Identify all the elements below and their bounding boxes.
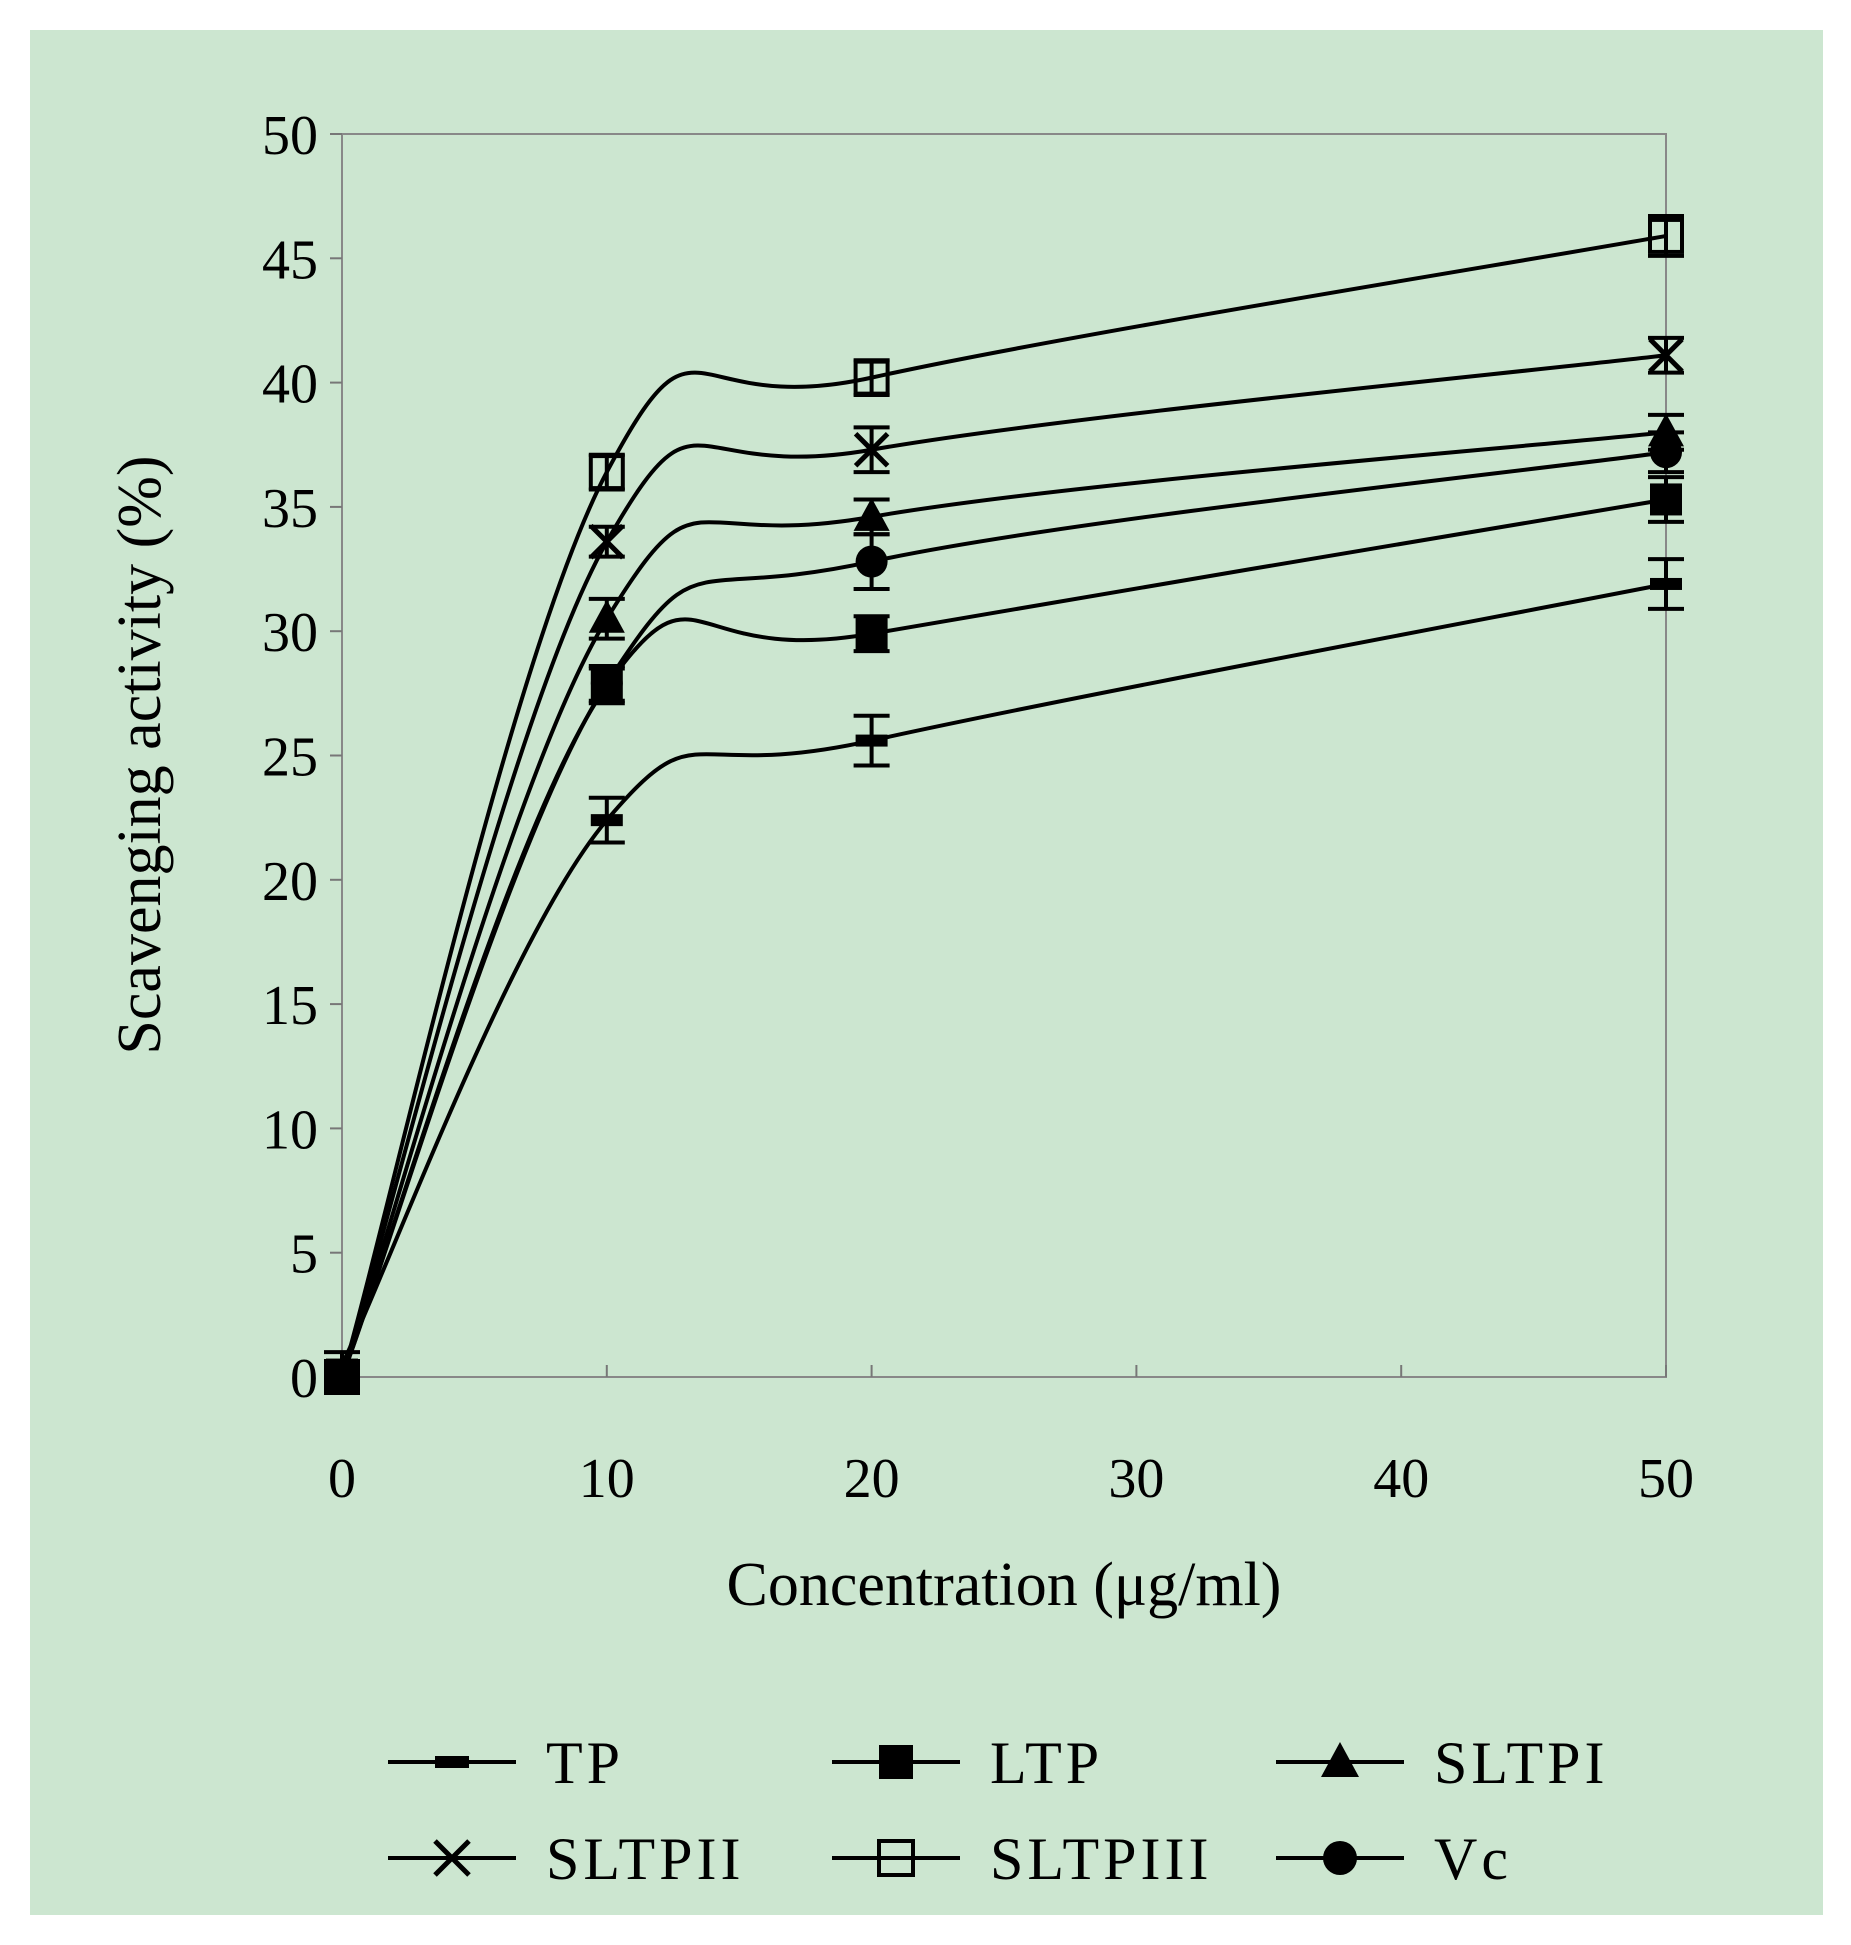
marker-open-square: [877, 1839, 915, 1877]
series-line: [340, 353, 1667, 1378]
x-tick-label: 20: [844, 1448, 900, 1510]
marker-open-square: [1648, 217, 1684, 254]
marker-dash: [855, 734, 888, 747]
legend-label: Vc: [1434, 1826, 1512, 1892]
y-tick-label: 40: [262, 354, 318, 416]
legend-label: TP: [546, 1730, 624, 1796]
series-line: [340, 450, 1667, 1378]
marker-filled-triangle: [853, 497, 890, 531]
marker-filled-triangle: [588, 599, 625, 633]
marker-x-stroke: [853, 431, 890, 468]
marker-filled-circle: [590, 667, 623, 700]
marker-filled-triangle: [1321, 1742, 1359, 1777]
series-line: [340, 582, 1667, 1366]
legend-item-vc: Vc: [1276, 1826, 1512, 1892]
y-tick-label: 5: [290, 1224, 318, 1286]
x-axis-title: Concentration (μg/ml): [727, 1551, 1282, 1619]
x-axis: 0 10 20 30 40 50: [328, 1365, 1694, 1510]
legend-item-sltpi: SLTPI: [1276, 1730, 1609, 1796]
marker-filled-triangle: [1648, 413, 1684, 447]
marker-x: [589, 523, 625, 560]
marker-x: [853, 431, 890, 468]
marker-filled-circle: [1323, 1841, 1357, 1875]
series-group: [324, 214, 1684, 1395]
series-vc: [324, 430, 1684, 1393]
y-tick-label: 25: [262, 727, 318, 789]
series-line: [340, 430, 1667, 1378]
marker-filled-square: [879, 1745, 913, 1779]
marker-dash: [435, 1756, 469, 1768]
y-tick-label: 0: [290, 1348, 318, 1410]
x-tick-label: 0: [328, 1448, 356, 1510]
series-sltpiii: [324, 214, 1684, 1395]
legend-label: SLTPII: [546, 1826, 745, 1892]
y-tick-label: 45: [262, 229, 318, 291]
x-tick-label: 30: [1108, 1448, 1164, 1510]
legend-item-ltp: LTP: [832, 1730, 1103, 1796]
x-tick-label: 10: [579, 1448, 635, 1510]
y-axis-title: Scavenging activity (%): [106, 455, 174, 1054]
series-line: [340, 233, 1667, 1378]
marker-dash: [1650, 577, 1682, 590]
legend-label: LTP: [990, 1730, 1103, 1796]
marker-x: [1648, 337, 1684, 374]
marker-x: [433, 1839, 471, 1877]
y-tick-label: 50: [262, 105, 318, 167]
marker-x-stroke: [1648, 337, 1684, 374]
y-tick-label: 20: [262, 851, 318, 913]
y-axis: 0 5 10 15 20 25 30 35 40 45 50: [262, 105, 342, 1410]
y-tick-label: 10: [262, 1099, 318, 1161]
legend-label: SLTPI: [1434, 1730, 1609, 1796]
legend: TP LTP SLTPI SLTPII SLTPIII Vc: [388, 1730, 1609, 1892]
x-tick-label: 40: [1373, 1448, 1429, 1510]
marker-open-square: [588, 454, 625, 491]
legend-item-sltpiii: SLTPIII: [832, 1826, 1212, 1892]
marker-open-square: [853, 359, 890, 396]
legend-item-sltpii: SLTPII: [388, 1826, 745, 1892]
marker-filled-circle: [855, 545, 888, 578]
chart-background: [30, 30, 1823, 1915]
marker-x-stroke: [433, 1839, 471, 1877]
x-tick-label: 50: [1638, 1448, 1694, 1510]
marker-filled-circle: [1650, 436, 1682, 469]
marker-x-stroke: [589, 523, 625, 560]
legend-item-tp: TP: [388, 1730, 624, 1796]
legend-label: SLTPIII: [990, 1826, 1212, 1892]
marker-dash: [590, 814, 623, 827]
error-bar: [1648, 214, 1684, 258]
marker-filled-square: [855, 617, 888, 650]
marker-filled-circle: [326, 1361, 358, 1393]
y-tick-label: 15: [262, 975, 318, 1037]
marker-filled-square: [1650, 483, 1682, 516]
y-tick-label: 30: [262, 602, 318, 664]
y-tick-label: 35: [262, 478, 318, 540]
